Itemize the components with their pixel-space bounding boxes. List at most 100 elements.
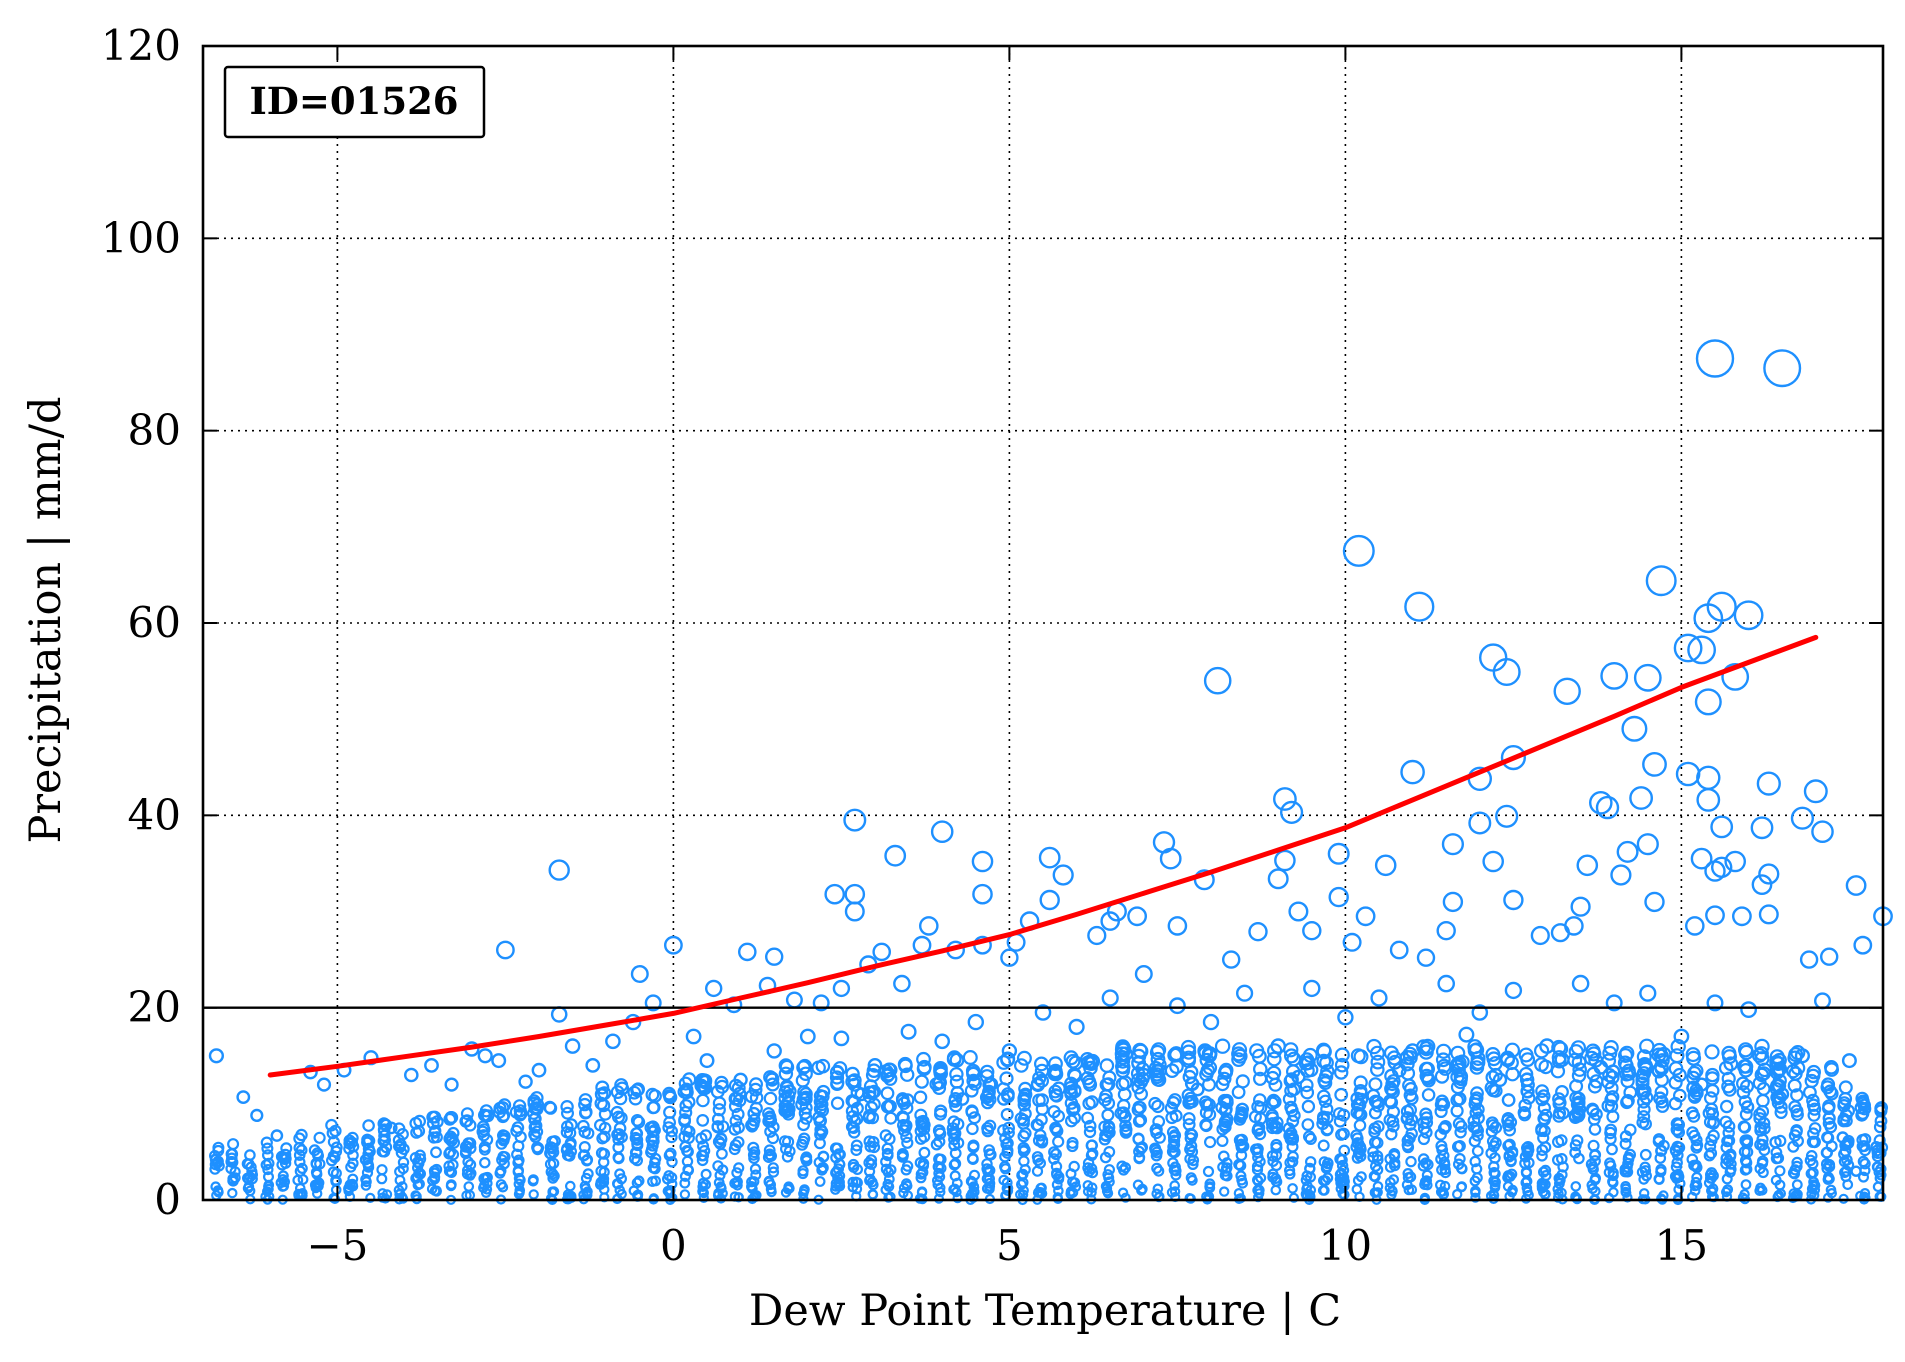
data-point xyxy=(1452,1117,1466,1130)
data-point xyxy=(1015,1189,1026,1200)
data-point xyxy=(1571,1192,1582,1204)
data-point xyxy=(843,808,867,832)
data-point xyxy=(1753,1046,1769,1062)
data-point xyxy=(1670,1038,1686,1055)
data-point xyxy=(1604,1123,1618,1137)
data-point xyxy=(1133,1145,1145,1158)
data-point xyxy=(1300,1085,1315,1100)
data-point xyxy=(798,1066,813,1082)
data-point xyxy=(1501,1114,1514,1127)
data-point xyxy=(1368,1125,1381,1139)
data-point xyxy=(1794,1048,1811,1064)
data-point xyxy=(463,1181,475,1192)
data-point xyxy=(1302,1130,1316,1143)
data-point xyxy=(1807,1108,1821,1122)
data-point xyxy=(1419,1192,1431,1204)
data-point xyxy=(1353,1083,1368,1098)
data-point xyxy=(1270,1038,1286,1054)
data-point xyxy=(785,991,803,1009)
data-point xyxy=(1469,1106,1483,1120)
data-point xyxy=(1082,1180,1094,1191)
data-point xyxy=(1501,1093,1516,1107)
data-point xyxy=(1405,1091,1419,1106)
data-point xyxy=(1000,1107,1014,1121)
data-point xyxy=(1539,1108,1553,1122)
data-point xyxy=(967,1013,984,1031)
data-point xyxy=(1585,1043,1601,1059)
data-point xyxy=(766,1043,782,1059)
data-point xyxy=(250,1108,264,1123)
data-point xyxy=(547,1172,559,1184)
data-point xyxy=(1624,1148,1636,1161)
data-point xyxy=(1351,1184,1363,1195)
data-point xyxy=(1235,1133,1249,1146)
data-point xyxy=(1520,1193,1532,1204)
data-point xyxy=(1068,1160,1080,1173)
data-point xyxy=(310,1157,322,1170)
data-point xyxy=(981,1124,995,1138)
data-point xyxy=(530,1097,545,1112)
data-point xyxy=(738,942,757,962)
data-point xyxy=(666,1156,678,1168)
x-tick-label: 10 xyxy=(1319,1221,1372,1270)
data-point xyxy=(1437,1149,1450,1162)
data-point xyxy=(1603,1039,1619,1056)
data-point xyxy=(748,1077,763,1092)
data-point xyxy=(1417,1122,1431,1135)
data-point xyxy=(830,1075,845,1090)
data-point xyxy=(1686,1081,1701,1096)
data-point xyxy=(1350,1098,1365,1112)
data-point xyxy=(1185,1140,1198,1153)
data-point xyxy=(933,1107,947,1121)
data-point xyxy=(1489,1182,1501,1193)
data-point xyxy=(1604,1157,1616,1169)
data-point xyxy=(227,1175,239,1187)
data-point xyxy=(294,1156,306,1168)
data-point xyxy=(1675,761,1701,787)
data-point xyxy=(781,1107,795,1121)
data-point xyxy=(1151,1099,1165,1114)
data-point xyxy=(930,1138,943,1151)
data-point xyxy=(1807,1102,1822,1116)
data-point xyxy=(1723,1056,1739,1072)
data-point xyxy=(1235,1141,1248,1154)
data-point xyxy=(783,1181,794,1192)
data-point xyxy=(477,1048,493,1064)
data-point xyxy=(1152,1115,1166,1128)
data-point xyxy=(647,1100,661,1115)
data-point xyxy=(1645,565,1677,597)
data-point xyxy=(1236,1174,1248,1186)
data-point xyxy=(1439,1180,1451,1192)
data-point xyxy=(612,1141,625,1154)
data-point xyxy=(1673,1028,1690,1045)
data-point xyxy=(1102,1070,1117,1085)
data-point xyxy=(1401,1134,1414,1147)
data-point xyxy=(1704,1172,1716,1184)
data-point xyxy=(605,1033,621,1050)
data-point xyxy=(377,1188,388,1199)
data-point xyxy=(1873,1120,1887,1134)
data-point xyxy=(225,1162,237,1175)
data-point xyxy=(1435,1094,1449,1108)
data-point xyxy=(1384,1082,1399,1097)
data-point xyxy=(1187,1158,1199,1171)
data-point xyxy=(1216,1134,1229,1148)
data-point xyxy=(1018,1143,1031,1156)
data-point xyxy=(1821,1131,1834,1144)
data-point xyxy=(1607,1177,1619,1189)
data-point xyxy=(1503,1149,1516,1162)
data-point xyxy=(1478,643,1508,672)
data-point xyxy=(881,1149,894,1162)
data-point xyxy=(1756,1138,1769,1151)
data-point xyxy=(881,1062,897,1078)
data-point xyxy=(1120,1192,1131,1203)
data-point xyxy=(1301,1099,1316,1114)
data-point xyxy=(1248,922,1268,942)
data-point xyxy=(1737,1059,1752,1074)
data-point xyxy=(491,1053,507,1069)
data-point xyxy=(1115,1059,1131,1075)
data-point xyxy=(711,1120,725,1133)
data-point xyxy=(1034,1004,1052,1021)
data-point xyxy=(548,1135,561,1148)
data-point xyxy=(898,1124,911,1137)
